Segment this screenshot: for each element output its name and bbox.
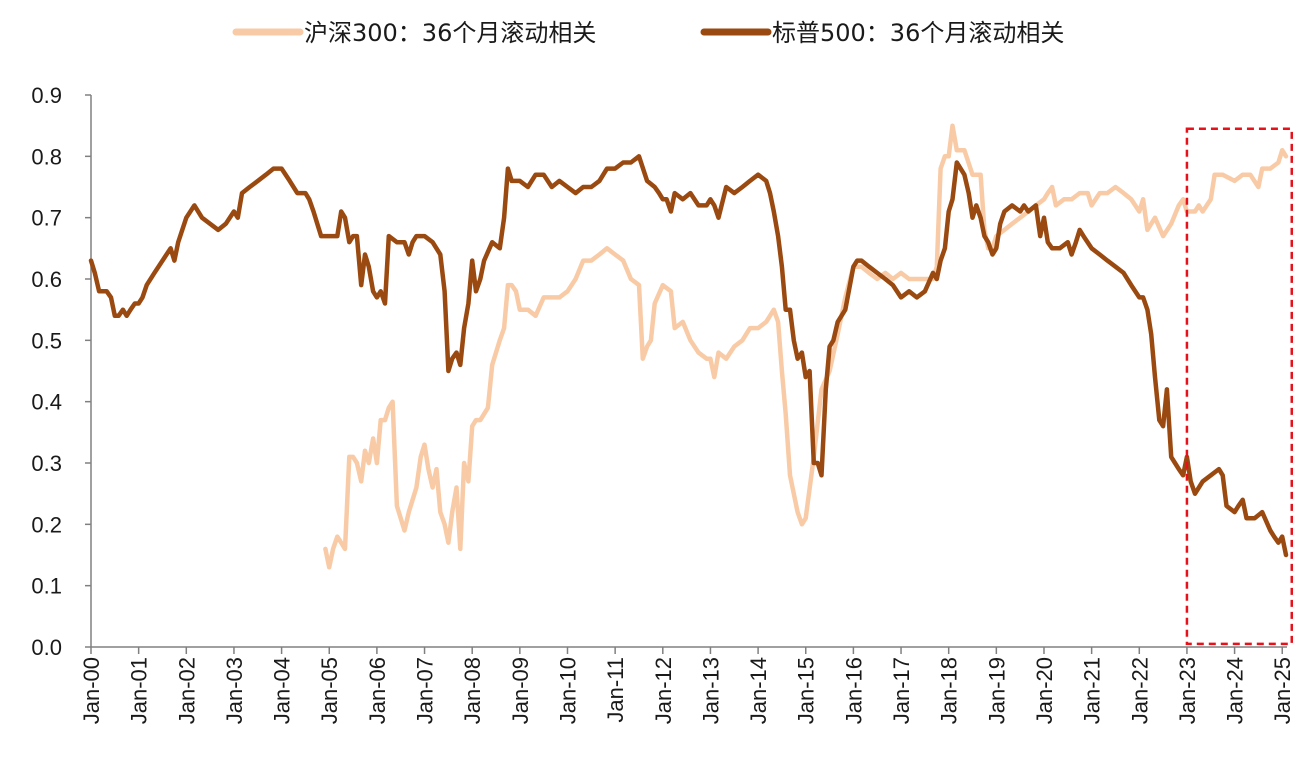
- x-tick-label: Jan-16: [841, 657, 866, 724]
- x-tick-label: Jan-09: [508, 657, 533, 724]
- y-tick-label: 0.2: [31, 512, 62, 537]
- y-tick-label: 0.8: [31, 144, 62, 169]
- series-line-hs300: [323, 123, 1289, 570]
- x-tick-label: Jan-06: [365, 657, 390, 724]
- x-tick-label: Jan-21: [1080, 657, 1105, 724]
- highlight-box: [1185, 127, 1294, 646]
- x-tick-label: Jan-11: [603, 657, 628, 723]
- x-tick-label: Jan-22: [1127, 657, 1152, 724]
- y-tick-label: 0.0: [31, 635, 62, 660]
- x-tick-label: Jan-25: [1270, 657, 1295, 724]
- y-tick-label: 0.9: [31, 83, 62, 108]
- x-tick-label: Jan-00: [79, 657, 104, 724]
- x-tick-label: Jan-10: [555, 657, 580, 724]
- x-tick-label: Jan-24: [1223, 657, 1248, 724]
- legend-entry-hs300[interactable]: 沪深300：36个月滚动相关: [232, 19, 596, 47]
- x-tick-label: Jan-01: [127, 657, 152, 724]
- x-tick-label: Jan-07: [413, 657, 438, 724]
- x-tick-label: Jan-08: [460, 657, 485, 724]
- x-tick-label: Jan-17: [889, 657, 914, 724]
- x-tick-label: Jan-20: [1032, 657, 1057, 724]
- legend-label-hs300: 沪深300：36个月滚动相关: [304, 19, 596, 47]
- x-tick-label: Jan-18: [937, 657, 962, 724]
- x-tick-label: Jan-03: [222, 657, 247, 724]
- y-tick-label: 0.5: [31, 328, 62, 353]
- y-tick-label: 0.6: [31, 267, 62, 292]
- x-tick-label: Jan-13: [698, 657, 723, 724]
- x-axis: Jan-00 Jan-01 Jan-02 Jan-03 Jan-04 Jan-05 Jan-…: [79, 646, 1295, 724]
- y-tick-label: 0.7: [31, 206, 62, 231]
- legend-label-sp500: 标普500：36个月滚动相关: [772, 19, 1064, 47]
- y-axis: 0.0 0.1 0.2 0.3 0.4 0.5 0.6 0.7 0.8 0.9: [31, 83, 92, 660]
- series-layer: [88, 123, 1289, 570]
- x-tick-label: Jan-12: [651, 657, 676, 724]
- y-tick-label: 0.4: [31, 390, 62, 415]
- x-tick-label: Jan-19: [984, 657, 1009, 724]
- x-tick-label: Jan-04: [270, 657, 295, 724]
- annotation-layer: [1185, 127, 1294, 646]
- legend-entry-sp500[interactable]: 标普500：36个月滚动相关: [700, 19, 1064, 47]
- x-tick-label: Jan-15: [794, 657, 819, 724]
- x-tick-label: Jan-05: [317, 657, 342, 724]
- x-tick-label: Jan-14: [746, 657, 771, 724]
- x-tick-label: Jan-02: [174, 657, 199, 724]
- y-tick-label: 0.3: [31, 451, 62, 476]
- series-line-sp500: [88, 154, 1289, 558]
- x-tick-label: Jan-23: [1175, 657, 1200, 724]
- chart-legend: 沪深300：36个月滚动相关 标普500：36个月滚动相关: [232, 19, 1064, 47]
- y-tick-label: 0.1: [31, 574, 62, 599]
